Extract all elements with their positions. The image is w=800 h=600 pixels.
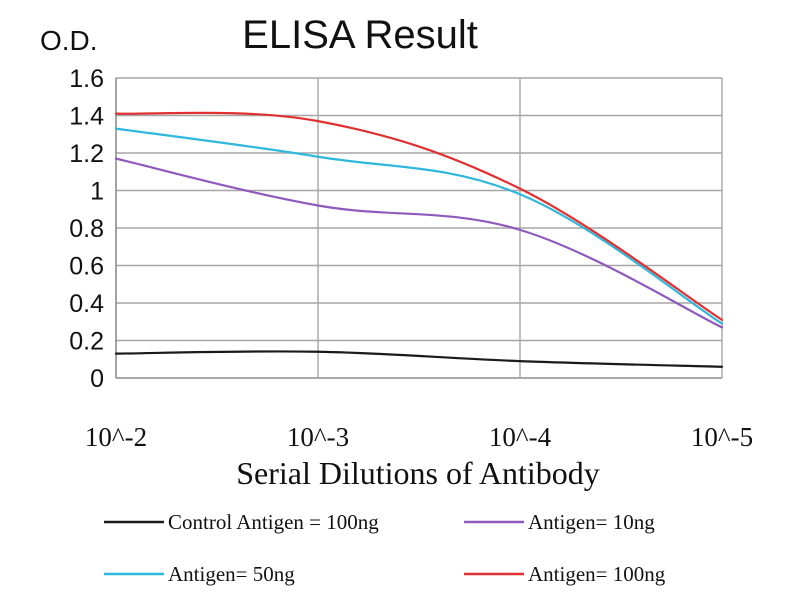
grid bbox=[115, 77, 723, 379]
legend-item: Antigen= 100ng bbox=[464, 562, 666, 586]
x-tick-label: 10^-5 bbox=[691, 422, 753, 452]
series-line-2 bbox=[114, 127, 724, 325]
legend-label: Antigen= 100ng bbox=[528, 562, 666, 586]
x-axis-ticks: 10^-2 10^-3 10^-4 10^-5 bbox=[85, 422, 753, 452]
legend-label: Antigen= 50ng bbox=[168, 562, 295, 586]
legend-item: Control Antigen = 100ng bbox=[104, 510, 379, 534]
legend-label: Antigen= 10ng bbox=[528, 510, 655, 534]
legend: Control Antigen = 100ng Antigen= 10ng Anti… bbox=[104, 510, 666, 586]
y-tick-label: 0.6 bbox=[69, 253, 104, 281]
legend-label: Control Antigen = 100ng bbox=[168, 510, 379, 534]
series-line-3 bbox=[114, 111, 724, 321]
series-lines bbox=[114, 111, 724, 368]
y-axis-label: O.D. bbox=[40, 25, 98, 56]
y-tick-label: 0.4 bbox=[69, 290, 104, 318]
x-tick-label: 10^-2 bbox=[85, 422, 147, 452]
y-tick-label: 1 bbox=[90, 178, 104, 206]
series-line-1 bbox=[114, 157, 724, 329]
y-tick-label: 1.4 bbox=[69, 103, 104, 131]
y-tick-label: 1.6 bbox=[69, 65, 104, 93]
x-tick-label: 10^-4 bbox=[489, 422, 552, 452]
y-axis-ticks: 0 0.2 0.4 0.6 0.8 1 1.2 1.4 1.6 bbox=[69, 65, 104, 393]
y-tick-label: 0 bbox=[90, 365, 104, 393]
y-tick-label: 0.8 bbox=[69, 215, 104, 243]
legend-item: Antigen= 10ng bbox=[464, 510, 655, 534]
legend-item: Antigen= 50ng bbox=[104, 562, 295, 586]
y-tick-label: 1.2 bbox=[69, 140, 104, 168]
x-tick-label: 10^-3 bbox=[287, 422, 349, 452]
x-axis-label: Serial Dilutions of Antibody bbox=[236, 455, 600, 491]
series-line-0 bbox=[114, 350, 724, 368]
chart-title: ELISA Result bbox=[242, 13, 478, 57]
y-tick-label: 0.2 bbox=[69, 328, 104, 356]
